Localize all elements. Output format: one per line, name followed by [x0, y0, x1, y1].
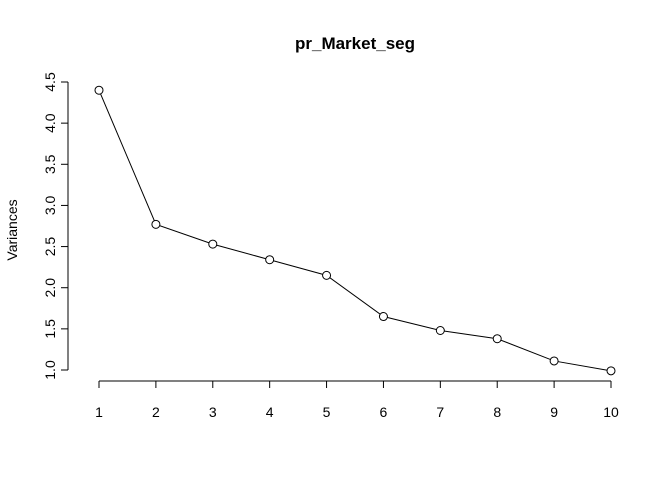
x-tick-label: 2	[152, 404, 160, 420]
y-tick-label: 1.5	[42, 319, 58, 339]
y-tick-label: 4.0	[42, 113, 58, 133]
x-tick-label: 8	[493, 404, 501, 420]
y-tick-label: 2.5	[42, 237, 58, 257]
data-point	[606, 366, 616, 376]
data-point	[549, 356, 559, 366]
x-tick-label: 7	[436, 404, 444, 420]
y-tick-label: 2.0	[42, 278, 58, 298]
x-tick-label: 1	[95, 404, 103, 420]
x-tick-label: 4	[266, 404, 274, 420]
data-point	[208, 239, 218, 249]
x-tick-label: 10	[603, 404, 619, 420]
x-tick-label: 9	[550, 404, 558, 420]
series-line	[98, 90, 612, 372]
x-axis: 1 2 3 4 5 6 7 8 9 10	[95, 380, 619, 420]
x-tick-label: 6	[380, 404, 388, 420]
x-tick-label: 5	[323, 404, 331, 420]
y-axis-label: Variances	[4, 199, 20, 260]
y-axis: 1.0 1.5 2.0 2.5 3.0 3.5 4.0 4.5	[42, 72, 69, 380]
data-point	[151, 219, 161, 229]
data-point	[94, 85, 104, 95]
y-tick-label: 3.0	[42, 195, 58, 215]
data-point	[265, 255, 275, 265]
x-tick-label: 3	[209, 404, 217, 420]
y-tick-label: 4.5	[42, 72, 58, 92]
chart-title: pr_Market_seg	[295, 34, 415, 53]
y-tick-label: 1.0	[42, 360, 58, 380]
data-series	[94, 85, 616, 376]
data-point	[322, 270, 332, 280]
data-point	[492, 334, 502, 344]
data-point	[378, 312, 388, 322]
y-tick-label: 3.5	[42, 154, 58, 174]
data-point	[435, 326, 445, 336]
